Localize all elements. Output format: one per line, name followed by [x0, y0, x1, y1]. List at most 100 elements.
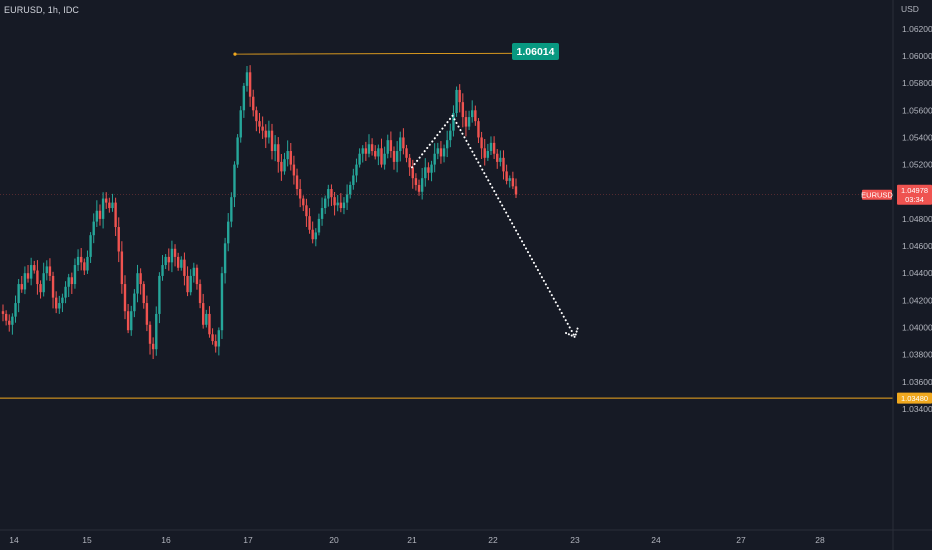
candle-body	[427, 167, 430, 173]
projection-arrowhead	[565, 326, 579, 339]
candle-body	[320, 208, 324, 219]
candle-body	[317, 218, 321, 233]
candle-body	[167, 256, 170, 263]
candle-body	[452, 113, 455, 131]
candle-body	[480, 137, 483, 149]
candle-body	[220, 273, 224, 331]
candle-body	[399, 137, 402, 152]
candle-body	[151, 343, 155, 350]
candle-body	[176, 256, 180, 268]
candle-body	[330, 189, 333, 198]
candle-body	[155, 313, 158, 350]
eurusd-symbol-tag-text: EURUSD	[861, 191, 893, 200]
candle-body	[83, 262, 86, 271]
eurusd-price-tag	[897, 184, 932, 205]
candle-body	[283, 159, 286, 172]
candle-body	[349, 184, 352, 195]
candle-body	[417, 184, 421, 192]
candle-body	[114, 202, 117, 228]
candle-body	[255, 110, 258, 122]
candle-body	[302, 198, 305, 206]
candle-body	[280, 161, 283, 172]
candle-body	[489, 142, 493, 152]
candle-body	[173, 248, 177, 257]
candle-body	[170, 248, 174, 263]
candle-body	[292, 164, 296, 176]
candle-body	[192, 267, 196, 276]
candle-body	[164, 256, 167, 266]
candle-body	[239, 110, 242, 138]
candle-body	[430, 164, 433, 173]
price-tick-label: 1.05600	[902, 105, 932, 115]
candle-body	[424, 167, 427, 179]
candle-body	[45, 266, 48, 274]
candle-body	[374, 151, 377, 157]
candle-body	[145, 303, 149, 325]
candle-body	[98, 210, 102, 219]
candle-body	[136, 273, 139, 294]
candle-body	[264, 130, 267, 138]
candle-body	[258, 121, 261, 127]
candle-body	[445, 140, 449, 149]
candle-body	[395, 151, 399, 162]
price-tick-label: 1.03400	[902, 404, 932, 414]
candle-body	[33, 265, 36, 271]
candle-body	[67, 277, 70, 287]
candle-body	[420, 178, 424, 192]
candle-body	[505, 171, 508, 181]
candle-body	[223, 243, 227, 274]
eurusd-symbol-tag	[862, 189, 892, 200]
eurusd-countdown: 03:34	[905, 195, 924, 204]
price-axis: USD 1.06200 1.06000 1.05800 1.05600 1.05400 1.…	[861, 0, 932, 550]
candle-body	[48, 266, 52, 276]
time-tick-label: 27	[736, 535, 746, 545]
candle-body	[386, 140, 389, 154]
candle-body	[95, 210, 99, 222]
candle-body	[383, 153, 386, 165]
candle-body	[205, 313, 208, 325]
candle-body	[186, 275, 189, 293]
candle-body	[436, 148, 439, 154]
candle-body	[133, 293, 136, 312]
candle-body	[80, 256, 83, 263]
candle-body	[130, 311, 133, 331]
candles-layer	[1, 65, 518, 360]
candle-body	[342, 202, 346, 209]
candle-body	[148, 324, 152, 344]
candle-body	[86, 256, 89, 271]
candle-body	[183, 259, 186, 276]
candle-body	[117, 227, 120, 252]
candle-body	[227, 221, 230, 244]
candle-body	[327, 189, 330, 199]
candle-body	[339, 202, 343, 209]
candle-body	[474, 110, 477, 122]
candle-body	[4, 313, 8, 321]
candle-body	[355, 164, 358, 176]
candle-body	[26, 273, 30, 279]
candle-body	[389, 140, 393, 152]
candle-body	[405, 148, 408, 158]
candle-body	[408, 157, 411, 168]
overlays-layer: 1.06014	[0, 43, 893, 399]
symbol-title[interactable]: EURUSD, 1h, IDC	[4, 5, 80, 15]
time-tick-label: 22	[488, 535, 498, 545]
candle-body	[236, 137, 239, 165]
candle-body	[433, 153, 436, 165]
candle-body	[402, 137, 405, 149]
candle-body	[380, 148, 383, 165]
candle-body	[492, 142, 496, 154]
candle-body	[8, 320, 11, 325]
time-tick-label: 23	[570, 535, 580, 545]
candle-body	[120, 251, 124, 285]
candle-body	[23, 273, 27, 290]
time-tick-label: 20	[329, 535, 339, 545]
candle-body	[161, 265, 164, 276]
candle-body	[364, 148, 368, 154]
projection-path	[411, 113, 576, 339]
candle-body	[189, 275, 192, 293]
candle-body	[323, 198, 327, 209]
candle-body	[458, 89, 461, 103]
price-tick-label: 1.03800	[902, 350, 932, 360]
candle-body	[514, 186, 518, 195]
